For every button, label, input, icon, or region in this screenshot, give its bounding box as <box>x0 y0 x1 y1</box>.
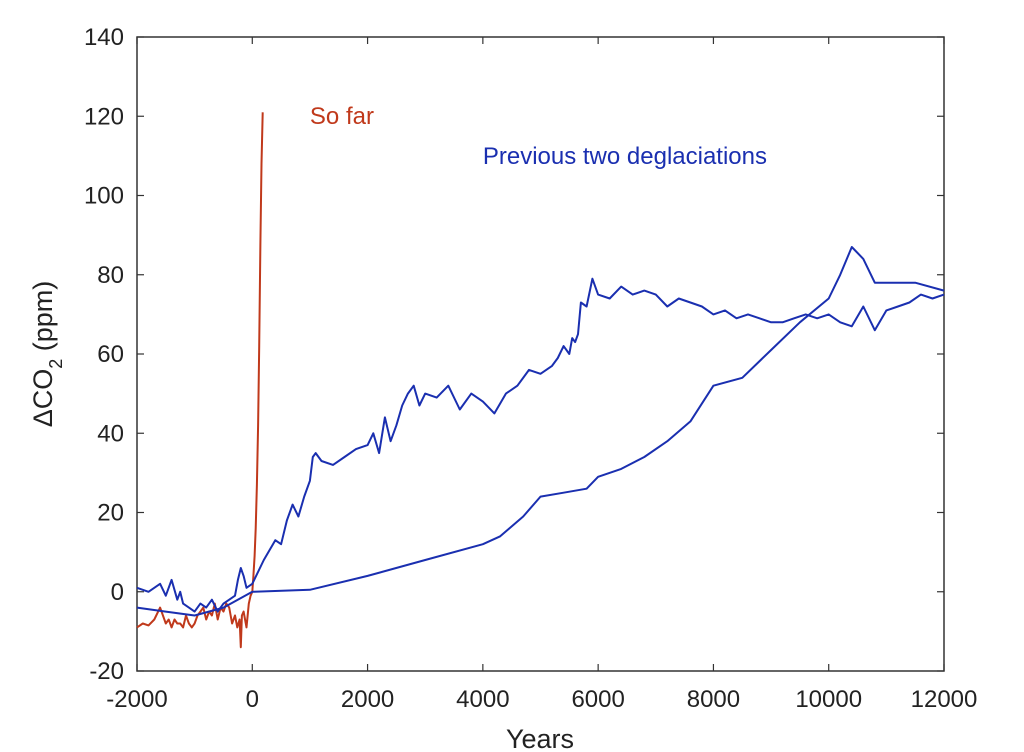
annotation-0: So far <box>310 103 374 130</box>
y-tick-label: 20 <box>97 500 124 527</box>
x-tick-label: 6000 <box>571 686 624 713</box>
annotation-1: Previous two deglaciations <box>483 143 767 170</box>
series-layer <box>136 112 945 649</box>
y-tick-label: 120 <box>84 103 124 130</box>
y-tick-label: 80 <box>97 262 124 289</box>
x-tick-label: 10000 <box>795 686 862 713</box>
x-tick-label: 4000 <box>456 686 509 713</box>
x-axis-title: Years <box>506 724 574 752</box>
series-line-2 <box>136 246 945 617</box>
series-line-0 <box>136 112 264 649</box>
axis-tick-labels: -2000 0 2000 4000 6000 8000 10000 12000 -20 0 20 40… <box>84 24 977 713</box>
plot-frame <box>136 36 945 672</box>
y-tick-label: 100 <box>84 183 124 210</box>
series-line-1 <box>136 277 945 613</box>
x-tick-label: 8000 <box>687 686 740 713</box>
y-tick-label: 0 <box>111 579 124 606</box>
y-axis-title-unit: (ppm) <box>28 281 58 359</box>
x-tick-label: 0 <box>246 686 259 713</box>
x-tick-label: 2000 <box>341 686 394 713</box>
axis-ticks <box>136 36 945 672</box>
y-axis-title: ΔCO2 (ppm) <box>28 281 66 428</box>
y-tick-label: 140 <box>84 24 124 51</box>
x-tick-label: 12000 <box>911 686 978 713</box>
annotations: So far Previous two deglaciations <box>310 103 767 170</box>
y-axis-title-main: ΔCO <box>28 369 58 428</box>
x-tick-label: -2000 <box>106 686 167 713</box>
y-tick-label: 40 <box>97 420 124 447</box>
y-axis-title-subscript: 2 <box>46 359 66 369</box>
y-tick-label: 60 <box>97 341 124 368</box>
y-tick-label: -20 <box>89 658 124 685</box>
